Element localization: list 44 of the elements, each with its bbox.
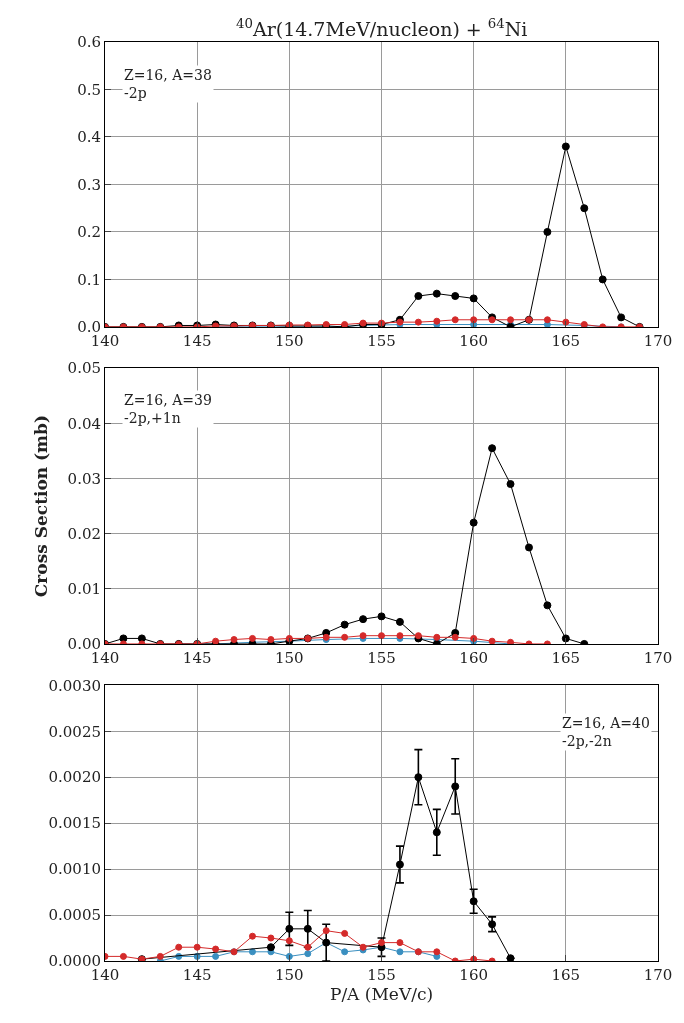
x-tick-label: 170 — [643, 966, 673, 984]
chart-title: $^{40}$Ar(14.7MeV/nucleon) + $^{64}$Ni — [236, 16, 528, 40]
x-tick-label: 140 — [90, 966, 120, 984]
x-tick-label: 140 — [90, 331, 120, 350]
x-tick-label: 155 — [367, 648, 396, 667]
y-tick-label: 0.0005 — [48, 906, 101, 925]
y-tick-label: 0.5 — [77, 80, 101, 99]
annotation: Z=16, A=38 -2p — [124, 67, 212, 102]
y-tick-label: 0.04 — [67, 414, 101, 433]
x-tick-label: 155 — [367, 966, 396, 984]
x-tick-label: 150 — [275, 966, 304, 984]
x-axis-title: P/A (MeV/c) — [329, 984, 434, 1004]
x-tick-label: 160 — [459, 331, 488, 350]
x-tick-label: 150 — [275, 331, 304, 350]
x-tick-label: 170 — [643, 331, 673, 350]
annotation: Z=16, A=39 -2p,+1n — [124, 392, 212, 427]
x-tick-label: 145 — [182, 331, 212, 350]
y-tick-label: 0.03 — [67, 469, 101, 488]
y-tick-label: 0.6 — [77, 33, 101, 52]
x-tick-label: 145 — [182, 966, 212, 984]
annotation: Z=16, A=40 -2p,-2n — [562, 715, 650, 750]
y-tick-label: 0.0030 — [48, 676, 101, 695]
y-tick-label: 0.0020 — [48, 768, 101, 787]
y-axis-title: Cross Section (mb) — [31, 414, 52, 598]
y-tick-label: 0.2 — [77, 223, 101, 242]
y-tick-label: 0.01 — [67, 580, 101, 599]
y-tick-label: 0.02 — [67, 524, 101, 543]
y-tick-label: 0.4 — [77, 128, 101, 147]
x-tick-label: 165 — [551, 331, 581, 350]
x-tick-label: 165 — [551, 966, 581, 984]
x-tick-label: 140 — [90, 648, 120, 667]
y-tick-label: 0.0010 — [48, 860, 101, 879]
y-tick-label: 0.1 — [77, 270, 101, 289]
x-tick-label: 170 — [643, 648, 673, 667]
x-tick-label: 165 — [551, 648, 581, 667]
x-tick-label: 155 — [367, 331, 396, 350]
y-tick-label: 0.0015 — [48, 814, 101, 833]
y-tick-label: 0.0025 — [48, 722, 101, 741]
x-tick-label: 160 — [459, 648, 488, 667]
x-tick-label: 150 — [275, 648, 304, 667]
y-tick-label: 0.05 — [67, 359, 101, 378]
y-tick-label: 0.3 — [77, 175, 101, 194]
x-tick-label: 145 — [182, 648, 212, 667]
x-tick-label: 160 — [459, 966, 488, 984]
